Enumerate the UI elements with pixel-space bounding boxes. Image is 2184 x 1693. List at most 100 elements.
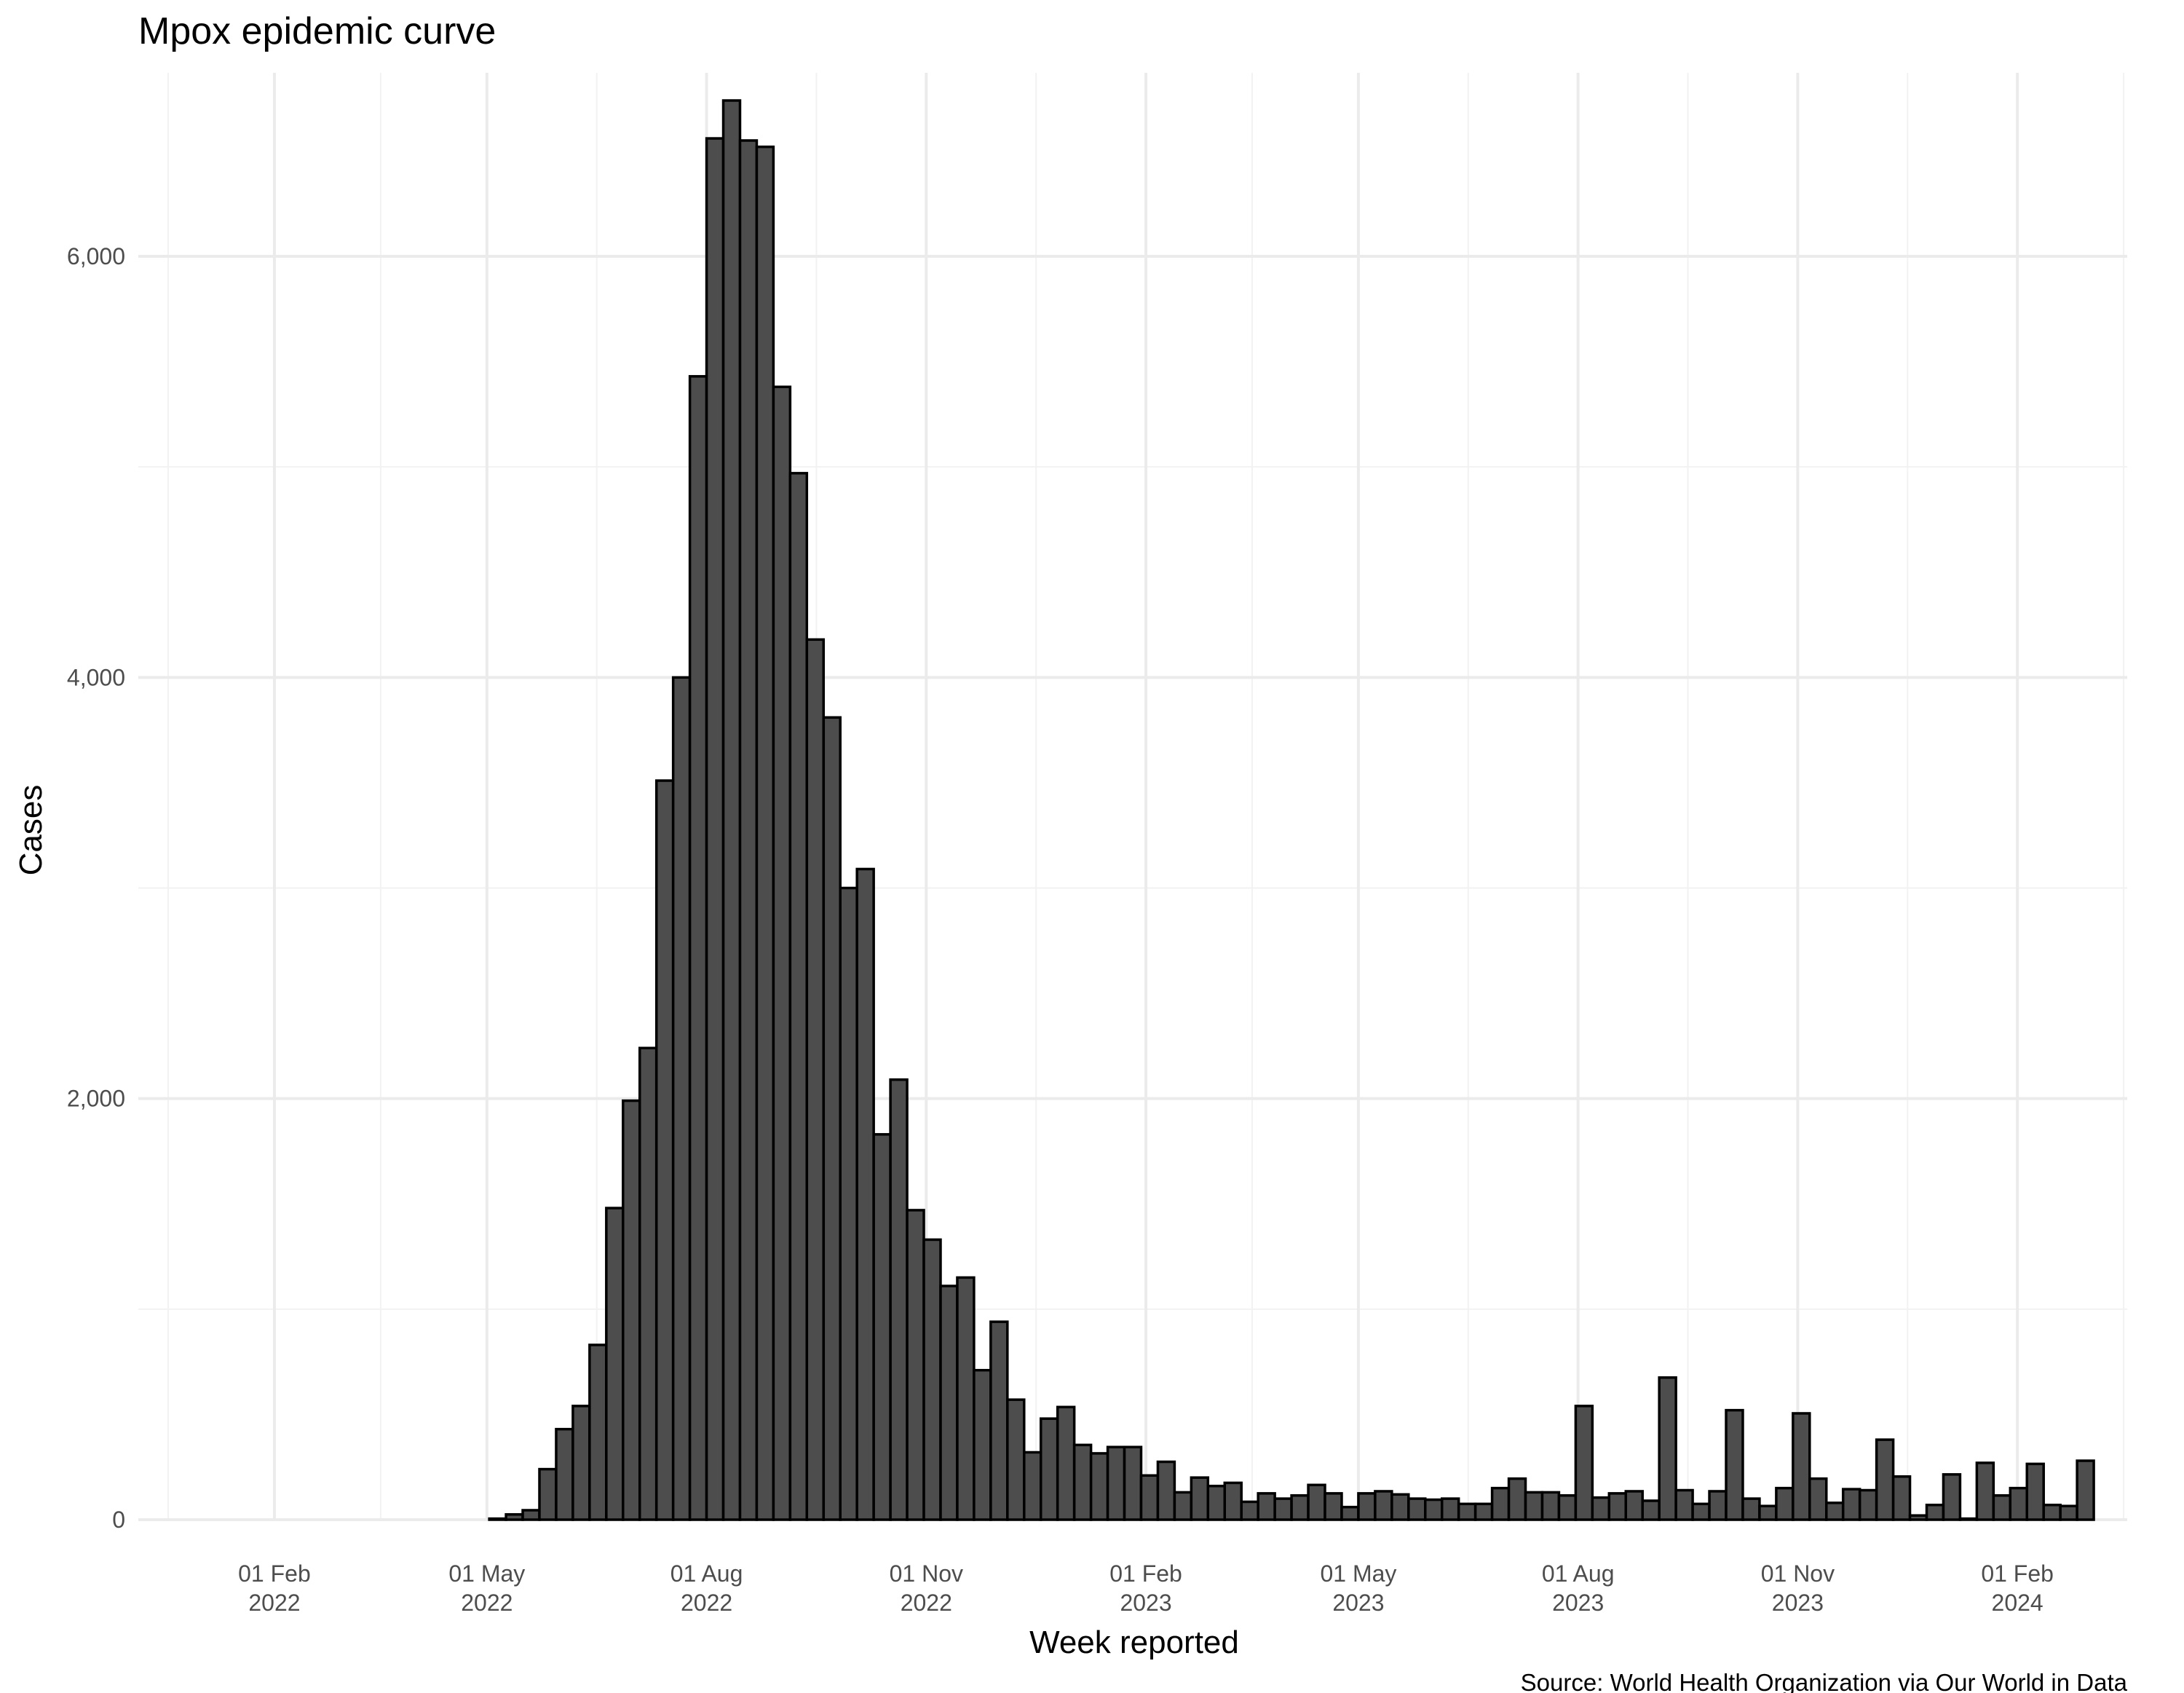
bar — [1357, 1492, 1377, 1521]
bar — [671, 676, 692, 1521]
bar — [2042, 1504, 2062, 1521]
bar — [1725, 1408, 1744, 1521]
y-axis-title: Cases — [13, 785, 49, 876]
bar — [2009, 1486, 2029, 1521]
bar — [1591, 1496, 1611, 1521]
x-tick-label: 01 Nov 2023 — [1761, 1560, 1835, 1616]
bar — [889, 1078, 909, 1521]
minor-y-gridlines — [138, 466, 2127, 1310]
x-tick-label: 01 Nov 2022 — [890, 1560, 963, 1616]
y-tick-label: 2,000 — [67, 1086, 125, 1112]
bar — [1741, 1497, 1761, 1521]
x-tick-label: 01 Aug 2022 — [670, 1560, 743, 1616]
bar — [1708, 1490, 1728, 1521]
x-tick-label: 01 May 2022 — [448, 1560, 525, 1616]
bar — [1457, 1502, 1477, 1521]
bar — [1925, 1504, 1945, 1521]
bar — [688, 375, 708, 1521]
bar — [1758, 1504, 1778, 1521]
bar — [1775, 1486, 1795, 1521]
x-axis-title: Week reported — [1029, 1625, 1239, 1660]
bar — [855, 867, 875, 1521]
minor-x-gridlines — [167, 73, 2125, 1520]
bar — [638, 1046, 658, 1521]
bar — [1307, 1483, 1326, 1521]
x-tick-label-line1: 01 Nov — [890, 1560, 963, 1587]
bar — [1006, 1398, 1026, 1521]
y-axis-tick-labels: 0 2,000 4,000 6,000 — [67, 243, 125, 1533]
bar — [1557, 1493, 1578, 1521]
x-axis-tick-labels: 01 Feb 2022 01 May 2022 01 Aug 2022 01 Nov 2022… — [238, 1560, 2054, 1616]
bar — [1156, 1460, 1176, 1521]
bar — [1858, 1488, 1878, 1521]
x-tick-label-line1: 01 Nov — [1761, 1560, 1835, 1587]
bar — [956, 1276, 976, 1521]
bar — [605, 1207, 625, 1521]
y-tick-label: 6,000 — [67, 243, 125, 269]
chart-title: Mpox epidemic curve — [138, 10, 496, 52]
bar — [622, 1099, 641, 1521]
x-tick-label-line2: 2023 — [1120, 1590, 1171, 1616]
bar — [922, 1238, 942, 1521]
bar — [989, 1320, 1009, 1521]
bar — [1942, 1473, 1962, 1521]
bar — [973, 1368, 992, 1521]
bar — [1072, 1443, 1093, 1521]
bar — [1992, 1493, 2012, 1521]
bars-series — [488, 99, 2095, 1521]
bar — [1641, 1499, 1661, 1521]
x-tick-label-line2: 2023 — [1332, 1590, 1384, 1616]
bar — [1473, 1502, 1494, 1521]
bar — [571, 1405, 591, 1521]
bar — [1056, 1405, 1076, 1521]
bar — [2076, 1459, 2095, 1521]
x-tick-label: 01 Feb 2022 — [238, 1560, 311, 1616]
bar — [1574, 1405, 1594, 1521]
bar — [1139, 1474, 1160, 1521]
major-x-gridlines — [272, 73, 2019, 1520]
x-tick-label: 01 Feb 2024 — [1981, 1560, 2054, 1616]
bar — [1340, 1505, 1360, 1521]
bar — [1841, 1488, 1861, 1521]
bar — [538, 1467, 558, 1521]
bar — [1374, 1490, 1393, 1521]
bar — [521, 1509, 541, 1521]
bar — [1808, 1477, 1828, 1521]
bar — [1825, 1501, 1845, 1521]
bar — [939, 1284, 959, 1521]
bar — [654, 779, 675, 1521]
bar — [2025, 1462, 2045, 1521]
bar — [1240, 1500, 1259, 1521]
bar — [1390, 1493, 1410, 1521]
x-tick-label-line1: 01 Aug — [670, 1560, 743, 1587]
bar — [1507, 1477, 1527, 1521]
bar — [1624, 1490, 1644, 1521]
bar — [1273, 1497, 1293, 1521]
bar — [839, 886, 858, 1521]
bar — [588, 1343, 608, 1521]
bar — [1424, 1498, 1444, 1521]
bar — [721, 99, 742, 1521]
bar — [1407, 1497, 1427, 1521]
bar — [1290, 1493, 1310, 1521]
y-tick-label: 0 — [112, 1507, 125, 1533]
x-tick-label: 01 May 2023 — [1320, 1560, 1396, 1616]
bar — [805, 638, 826, 1521]
x-tick-label-line2: 2022 — [461, 1590, 513, 1616]
bar — [1540, 1491, 1561, 1521]
bar — [1257, 1492, 1276, 1521]
bar — [906, 1209, 925, 1521]
x-tick-label-line1: 01 May — [1320, 1560, 1396, 1587]
x-tick-label-line2: 2023 — [1772, 1590, 1824, 1616]
x-tick-label-line2: 2023 — [1552, 1590, 1604, 1616]
bar — [1106, 1445, 1126, 1521]
x-tick-label-line1: 01 May — [448, 1560, 525, 1587]
bar — [1875, 1438, 1895, 1521]
bar — [1658, 1376, 1677, 1521]
bar — [705, 137, 725, 1521]
bar — [1958, 1517, 1979, 1521]
bar — [1908, 1514, 1928, 1521]
bar — [1490, 1486, 1511, 1521]
bar — [1607, 1492, 1628, 1521]
bar — [1190, 1476, 1210, 1521]
